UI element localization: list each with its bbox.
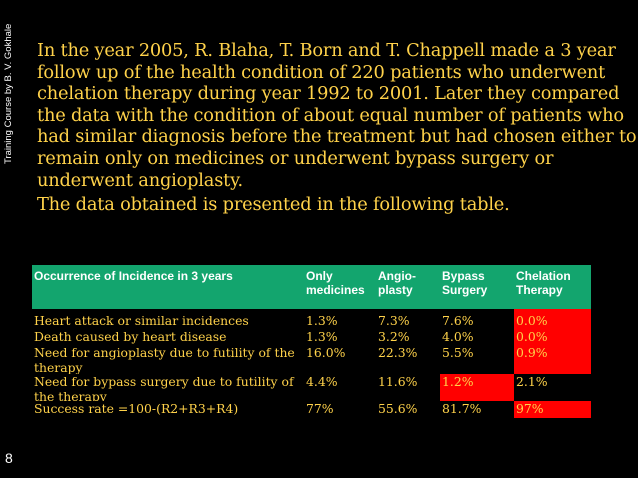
cell-only-medicines: 16.0% <box>306 345 346 360</box>
cell-chelation-therapy: 0.0% <box>514 309 591 329</box>
table-row: Death caused by heart disease 1.3% 3.2% … <box>32 329 591 345</box>
header-angioplasty: Angio-plasty <box>376 265 440 309</box>
header-only-medicines: Only medicines <box>304 265 376 309</box>
page-number: 8 <box>5 450 13 466</box>
table-row: Need for angioplasty due to futility of … <box>32 345 591 374</box>
table-row: Need for bypass surgery due to futility … <box>32 374 591 401</box>
cell-chelation-therapy: 97% <box>514 401 591 418</box>
cell-angioplasty: 7.3% <box>378 313 410 328</box>
side-credit: Training Course by B. V. Gokhale <box>3 23 14 164</box>
row-label: Need for bypass surgery due to futility … <box>34 374 294 401</box>
cell-angioplasty: 11.6% <box>378 374 418 389</box>
cell-only-medicines: 1.3% <box>306 329 338 344</box>
cell-only-medicines: 77% <box>306 401 334 416</box>
intro-paragraph: In the year 2005, R. Blaha, T. Born and … <box>37 40 637 191</box>
row-label: Heart attack or similar incidences <box>34 313 249 328</box>
cell-angioplasty: 55.6% <box>378 401 418 416</box>
cell-bypass-surgery: 5.5% <box>442 345 474 360</box>
cell-chelation-therapy: 0.0% <box>514 329 591 345</box>
cell-chelation-therapy: 2.1% <box>516 374 548 389</box>
cell-bypass-surgery: 1.2% <box>440 374 514 401</box>
table-row: Heart attack or similar incidences 1.3% … <box>32 309 591 329</box>
cell-bypass-surgery: 81.7% <box>442 401 482 416</box>
cell-chelation-therapy: 0.9% <box>514 345 591 374</box>
header-bypass-surgery: Bypass Surgery <box>440 265 514 309</box>
cell-angioplasty: 22.3% <box>378 345 418 360</box>
row-label: Need for angioplasty due to futility of … <box>34 345 295 374</box>
cell-only-medicines: 1.3% <box>306 313 338 328</box>
comparison-table: Occurrence of Incidence in 3 years Only … <box>32 265 591 418</box>
header-chelation-therapy: Chelation Therapy <box>514 265 591 309</box>
cell-angioplasty: 3.2% <box>378 329 410 344</box>
row-label: Success rate =100-(R2+R3+R4) <box>34 401 239 416</box>
cell-bypass-surgery: 4.0% <box>442 329 474 344</box>
header-occurrence: Occurrence of Incidence in 3 years <box>32 265 304 309</box>
table-header-row: Occurrence of Incidence in 3 years Only … <box>32 265 591 309</box>
row-label: Death caused by heart disease <box>34 329 227 344</box>
cell-bypass-surgery: 7.6% <box>442 313 474 328</box>
table-row: Success rate =100-(R2+R3+R4) 77% 55.6% 8… <box>32 401 591 418</box>
table-intro-paragraph: The data obtained is presented in the fo… <box>37 194 510 216</box>
slide-body: In the year 2005, R. Blaha, T. Born and … <box>37 40 637 216</box>
cell-only-medicines: 4.4% <box>306 374 338 389</box>
